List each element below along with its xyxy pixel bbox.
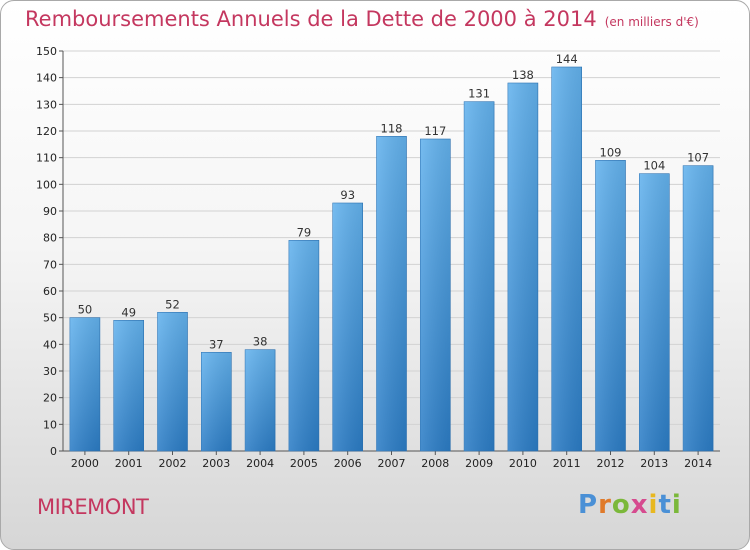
value-label: 93 [340,188,355,202]
proxiti-logo: Proxiti [578,490,682,520]
brand-letter: x [630,490,649,520]
x-tick-label: 2009 [465,457,493,470]
y-tick-label: 150 [36,45,57,58]
y-tick-label: 50 [43,312,57,325]
value-label: 104 [643,159,665,173]
title-unit: (en milliers d'€) [604,15,699,29]
x-tick-label: 2002 [159,457,187,470]
value-label: 118 [381,121,403,135]
x-tick-label: 2008 [421,457,449,470]
y-tick-label: 90 [43,205,57,218]
y-tick-label: 100 [36,178,57,191]
x-tick-label: 2013 [640,457,668,470]
brand-letter: t [658,490,672,520]
y-tick-label: 60 [43,285,57,298]
brand-letter: r [598,490,612,520]
value-label: 79 [297,225,312,239]
value-label: 131 [468,87,490,101]
value-label: 138 [512,68,534,82]
bar-shade [639,173,670,451]
bar-shade [683,165,714,451]
x-tick-label: 2005 [290,457,318,470]
bar-shade [595,160,626,452]
axes: 0 10 20 30 40 50 60 70 80 90 100 110 120 130 140 150 [36,45,720,458]
y-tick-label: 120 [36,125,57,138]
y-tick-label: 140 [36,72,57,85]
value-label: 107 [687,151,709,165]
y-tick-label: 130 [36,98,57,111]
bar-shade [245,349,276,451]
bars [69,66,714,452]
x-tick-label: 2006 [334,457,362,470]
brand-letter: i [671,490,682,520]
y-tick-label: 0 [50,445,57,458]
x-tick-label: 2004 [246,457,274,470]
value-label: 144 [556,52,578,66]
bar-shade [332,203,363,451]
value-label: 49 [121,305,136,319]
x-tick-label: 2001 [115,457,143,470]
bar-shade [69,317,100,451]
brand-letter: P [578,490,599,520]
x-tick-label: 2007 [378,457,406,470]
y-tick-label: 70 [43,258,57,271]
x-tick-label: 2010 [509,457,537,470]
y-tick-label: 80 [43,232,57,245]
bar-shade [464,101,495,452]
value-label: 109 [600,145,622,159]
bar-shade [420,139,451,451]
x-tick-label: 2014 [684,457,712,470]
bar-shade [113,320,144,451]
value-label: 50 [78,303,93,317]
x-tick-label: 2000 [71,457,99,470]
y-tick-label: 10 [43,418,57,431]
chart-title: Remboursements Annuels de la Dette de 20… [25,7,699,31]
bar-shade [551,67,582,451]
brand-letter: i [648,490,659,520]
brand-letter: o [611,490,631,520]
x-tick-label: 2011 [553,457,581,470]
value-label: 52 [165,297,180,311]
bar-shade [288,240,319,451]
value-label: 37 [209,337,224,351]
value-label: 38 [253,335,268,349]
x-tick-label: 2003 [202,457,230,470]
bar-shade [507,83,538,451]
y-tick-label: 20 [43,392,57,405]
bar-shade [157,312,188,451]
x-tick-label: 2012 [597,457,625,470]
y-tick-label: 30 [43,365,57,378]
y-tick-label: 110 [36,152,57,165]
title-text: Remboursements Annuels de la Dette de 20… [25,7,597,31]
y-tick-label: 40 [43,338,57,351]
labels: 50 2000 49 2001 52 2002 37 2003 38 2004 79 2005 93 20… [71,52,712,470]
value-label: 117 [424,124,446,138]
bar-shade [376,136,407,452]
commune-name: MIREMONT [37,495,149,519]
bar-shade [201,352,232,451]
